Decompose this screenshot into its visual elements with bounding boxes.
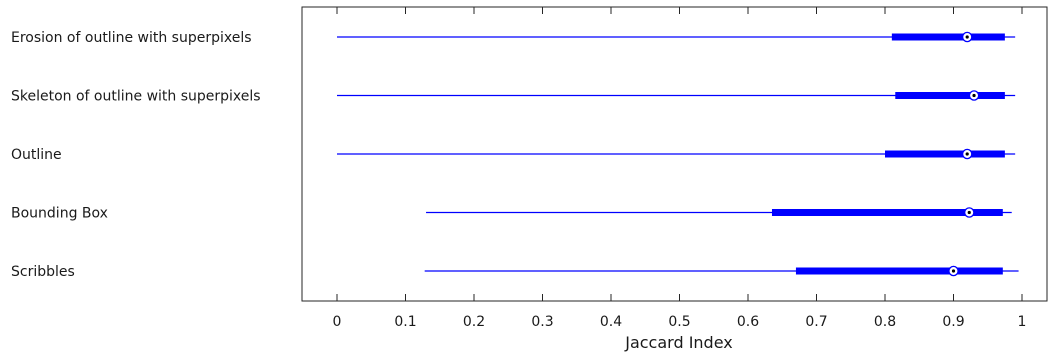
x-tick-label-8: 0.8 <box>874 314 896 330</box>
iqr-box-3 <box>771 209 1003 216</box>
x-tick-label-0: 0 <box>333 314 342 330</box>
x-axis-title: Jaccard Index <box>624 333 733 352</box>
x-ticks <box>336 7 1023 301</box>
iqr-box-4 <box>795 267 1003 275</box>
box-0 <box>337 31 1016 43</box>
box-1 <box>337 90 1016 101</box>
median-dot-3 <box>967 210 971 215</box>
x-tick-label-10: 1 <box>1018 314 1027 330</box>
category-labels: Erosion of outline with superpixels Skele… <box>11 30 261 280</box>
x-tick-label-5: 0.5 <box>668 314 690 330</box>
category-label-4: Scribbles <box>11 264 75 280</box>
x-tick-labels: 0 0.1 0.2 0.3 0.4 0.5 0.6 0.7 0.8 0.9 1 <box>333 314 1027 330</box>
x-tick-label-9: 0.9 <box>942 314 964 330</box>
x-tick-label-6: 0.6 <box>737 314 759 330</box>
iqr-box-2 <box>885 150 1005 158</box>
box-3 <box>426 207 1012 218</box>
category-label-0: Erosion of outline with superpixels <box>11 30 252 46</box>
x-tick-label-3: 0.3 <box>531 314 553 330</box>
x-tick-label-7: 0.7 <box>805 314 827 330</box>
median-dot-0 <box>965 35 969 39</box>
median-dot-4 <box>951 269 956 273</box>
box-series <box>337 31 1019 277</box>
iqr-box-0 <box>891 33 1005 41</box>
x-tick-label-1: 0.1 <box>394 314 416 330</box>
median-dot-2 <box>965 152 969 156</box>
box-2 <box>337 148 1016 160</box>
category-label-1: Skeleton of outline with superpixels <box>11 89 261 105</box>
median-dot-1 <box>972 93 976 98</box>
category-label-3: Bounding Box <box>11 206 108 222</box>
iqr-box-1 <box>895 92 1005 99</box>
x-tick-label-4: 0.4 <box>600 314 622 330</box>
category-label-2: Outline <box>11 147 62 163</box>
box-4 <box>424 265 1019 277</box>
x-tick-label-2: 0.2 <box>463 314 485 330</box>
